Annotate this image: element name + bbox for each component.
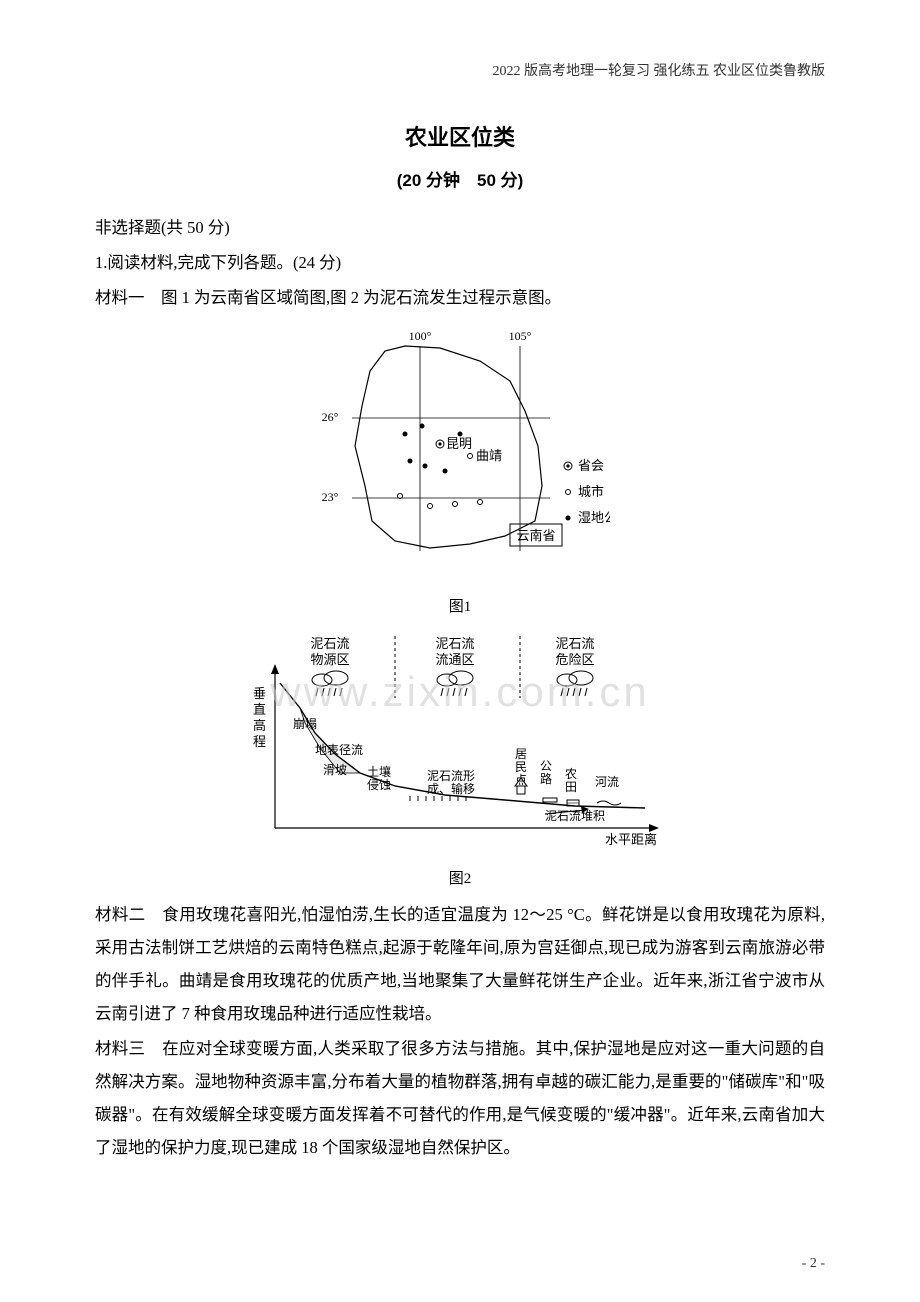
material-2-text: 材料二 食用玫瑰花喜阳光,怕湿怕涝,生长的适宜温度为 12～25 °C。鲜花饼是… [95, 898, 825, 1030]
svg-text:居: 居 [515, 747, 527, 761]
doc-title: 农业区位类 [95, 120, 825, 152]
svg-text:成、输移: 成、输移 [427, 781, 475, 796]
svg-text:昆明: 昆明 [446, 436, 472, 451]
svg-text:105°: 105° [509, 329, 532, 343]
svg-text:点: 点 [515, 773, 527, 787]
svg-text:省会: 省会 [578, 458, 604, 473]
figure-1-caption: 图1 [95, 595, 825, 616]
figure-2: www.zixin.com.cn 垂直高程水平距离泥石流物源区泥石流流通区泥石流… [95, 628, 825, 888]
doc-subtitle: (20 分钟 50 分) [95, 166, 825, 191]
svg-text:泥石流: 泥石流 [435, 636, 474, 651]
svg-text:泥石流: 泥石流 [555, 636, 594, 651]
svg-text:100°: 100° [409, 329, 432, 343]
svg-text:泥石流形: 泥石流形 [427, 769, 475, 783]
page-header: 2022 版高考地理一轮复习 强化练五 农业区位类鲁教版 [95, 60, 825, 80]
svg-text:地表径流: 地表径流 [315, 743, 363, 757]
svg-text:曲靖: 曲靖 [476, 448, 502, 463]
svg-text:26°: 26° [322, 410, 339, 424]
section-heading: 非选择题(共 50 分) [95, 211, 825, 244]
figure-1-svg: 100° 105° 26° 23° 昆明曲靖云南省 省会城市湿地公园 [310, 326, 610, 586]
figure-2-svg: 垂直高程水平距离泥石流物源区泥石流流通区泥石流危险区崩塌地表径流滑坡土壤侵蚀泥石… [245, 628, 675, 858]
svg-text:滑坡: 滑坡 [323, 763, 347, 777]
material-3-text: 材料三 在应对全球变暖方面,人类采取了很多方法与措施。其中,保护湿地是应对这一重… [95, 1032, 825, 1164]
svg-text:水平距离: 水平距离 [605, 832, 657, 847]
figure-2-caption: 图2 [95, 867, 825, 888]
svg-text:物源区: 物源区 [310, 652, 349, 667]
svg-text:云南省: 云南省 [516, 528, 555, 543]
svg-text:路: 路 [540, 771, 552, 786]
svg-text:民: 民 [515, 760, 527, 774]
svg-text:湿地公园: 湿地公园 [578, 510, 610, 525]
svg-text:23°: 23° [322, 490, 339, 504]
svg-text:城市: 城市 [578, 484, 604, 499]
svg-text:垂: 垂 [253, 686, 266, 701]
svg-text:河流: 河流 [595, 775, 619, 789]
material-1-head: 材料一 图 1 为云南省区域简图,图 2 为泥石流发生过程示意图。 [95, 281, 825, 314]
svg-text:流通区: 流通区 [435, 652, 474, 667]
svg-text:高: 高 [253, 718, 266, 733]
svg-text:田: 田 [565, 780, 577, 794]
svg-text:危险区: 危险区 [555, 652, 594, 667]
page-number: - 2 - [802, 1256, 825, 1272]
question-1-head: 1.阅读材料,完成下列各题。(24 分) [95, 246, 825, 279]
svg-text:公: 公 [540, 759, 552, 773]
svg-text:程: 程 [253, 734, 266, 749]
svg-text:崩塌: 崩塌 [293, 717, 317, 731]
svg-text:泥石流: 泥石流 [310, 636, 349, 651]
figure-1: 100° 105° 26° 23° 昆明曲靖云南省 省会城市湿地公园 图1 [95, 326, 825, 616]
svg-text:直: 直 [253, 702, 266, 717]
svg-text:土壤: 土壤 [367, 764, 391, 779]
svg-text:侵蚀: 侵蚀 [367, 777, 391, 792]
svg-text:农: 农 [565, 767, 577, 781]
